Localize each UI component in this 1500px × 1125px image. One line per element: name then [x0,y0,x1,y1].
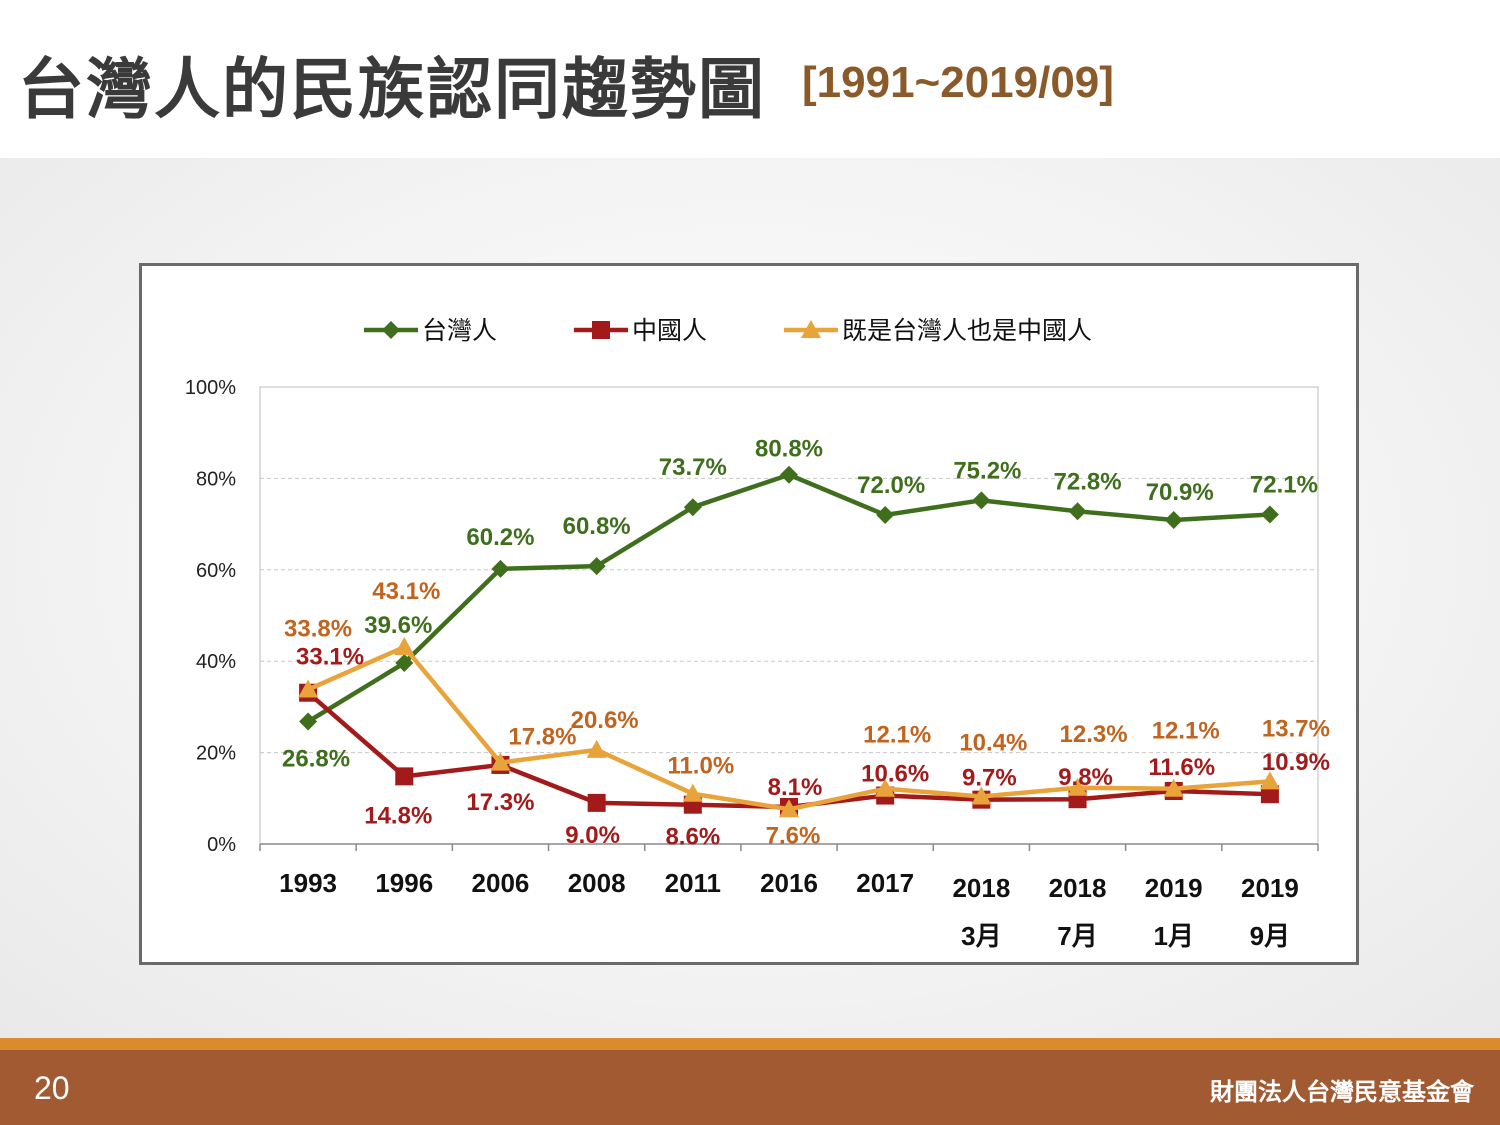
title-date-range: [1991~2019/09] [802,58,1114,107]
title-bar: 台灣人的民族認同趨勢圖 [1991~2019/09] [0,0,1500,158]
data-point-both [875,778,896,797]
data-label-chinese: 9.7% [962,765,1017,792]
data-label-both: 17.8% [508,724,576,751]
data-point-taiwanese [780,465,798,484]
y-tick-label: 20% [196,743,236,765]
legend-label-taiwanese: 台灣人 [422,316,497,345]
data-point-both [490,752,511,771]
data-point-taiwanese [395,654,414,673]
x-tick-label: 2017 [856,868,914,898]
data-point-taiwanese [1164,510,1183,529]
data-label-taiwanese: 75.2% [953,457,1021,484]
data-point-both [779,799,799,818]
footer-stripe [0,1038,1500,1050]
legend-marker-chinese [592,321,610,339]
data-label-chinese: 14.8% [364,802,432,829]
data-label-both: 20.6% [571,707,639,734]
y-tick-label: 100% [185,377,236,399]
data-label-both: 7.6% [766,822,821,849]
x-tick-label: 1996 [375,868,433,898]
data-label-chinese: 33.1% [296,644,364,671]
data-label-taiwanese: 80.8% [755,436,823,463]
data-point-taiwanese [587,557,606,576]
series-line-taiwanese [306,472,1271,724]
data-label-both: 12.1% [863,722,931,749]
data-label-chinese: 17.3% [466,789,534,816]
data-label-chinese: 9.8% [1058,764,1113,791]
data-label-taiwanese: 60.2% [466,524,534,551]
x-tick-label: 2019 [1145,873,1203,903]
x-tick-label: 1993 [279,868,337,898]
x-tick-label: 3月 [961,921,1001,951]
x-tick-label: 1月 [1153,921,1193,951]
x-tick-label: 2018 [952,873,1010,903]
data-point-both [298,679,319,698]
data-label-chinese: 10.9% [1262,749,1330,776]
line-chart: 0% 20% 40% 60% 80% 100% 1993 1996 2006 2008 2011 20… [185,316,1330,951]
data-label-taiwanese: 72.1% [1250,472,1318,499]
x-tick-label: 2019 [1241,873,1299,903]
data-point-taiwanese [972,491,991,510]
x-tick-label: 2006 [472,868,530,898]
x-tick-label: 9月 [1250,921,1290,951]
data-point-both [1259,771,1280,790]
data-label-taiwanese: 26.8% [282,746,350,773]
legend-label-chinese: 中國人 [632,316,707,345]
y-tick-label: 60% [196,560,236,582]
data-point-chinese [1260,785,1279,804]
x-tick-label: 2011 [665,868,721,898]
data-point-taiwanese [1068,502,1087,521]
data-label-both: 10.4% [959,729,1027,756]
data-point-both [971,786,992,805]
y-tick-label: 0% [207,834,236,856]
x-tick-label: 2018 [1049,873,1107,903]
legend-label-both: 既是台灣人也是中國人 [842,316,1092,345]
data-point-taiwanese [683,498,702,517]
data-label-both: 12.1% [1152,718,1220,745]
data-point-both [586,739,607,758]
x-tick-label: 7月 [1057,921,1097,951]
data-label-chinese: 11.6% [1148,754,1215,781]
x-tick-label: 2016 [760,868,818,898]
organization-name: 財團法人台灣民意基金會 [1210,1078,1474,1106]
chart-frame: 0% 20% 40% 60% 80% 100% 1993 1996 2006 2008 2011 20… [139,263,1359,965]
data-label-taiwanese: 72.0% [857,472,925,499]
data-label-both: 43.1% [372,578,440,605]
data-point-taiwanese [299,712,318,731]
page-number: 20 [34,1070,70,1106]
data-label-taiwanese: 72.8% [1054,468,1122,495]
y-tick-label: 40% [196,651,236,673]
data-label-taiwanese: 73.7% [659,454,727,481]
data-label-taiwanese: 39.6% [364,612,432,639]
data-point-chinese [395,767,414,786]
data-label-taiwanese: 60.8% [563,513,631,540]
data-point-both [394,637,415,656]
y-tick-label: 80% [196,468,236,490]
data-label-taiwanese: 70.9% [1146,479,1214,506]
x-tick-label: 2008 [568,868,626,898]
page-title: 台灣人的民族認同趨勢圖 [18,51,766,128]
data-point-taiwanese [491,559,510,578]
data-label-both: 11.0% [667,753,734,780]
data-label-both: 12.3% [1060,721,1128,748]
data-label-chinese: 10.6% [861,761,929,788]
data-label-chinese: 9.0% [565,822,620,849]
data-label-chinese: 8.1% [768,774,823,801]
data-label-both: 13.7% [1262,715,1330,742]
data-label-chinese: 8.6% [665,824,720,851]
footer-bar: 20 財團法人台灣民意基金會 [0,1050,1500,1125]
data-point-both [1067,777,1088,796]
legend-marker-taiwanese [382,321,400,339]
data-label-both: 33.8% [284,616,352,643]
data-point-taiwanese [1260,505,1279,524]
data-point-both [682,783,703,802]
data-point-chinese [587,793,606,812]
data-point-both [1163,778,1184,797]
legend-marker-both [801,320,821,338]
data-point-taiwanese [876,505,895,524]
